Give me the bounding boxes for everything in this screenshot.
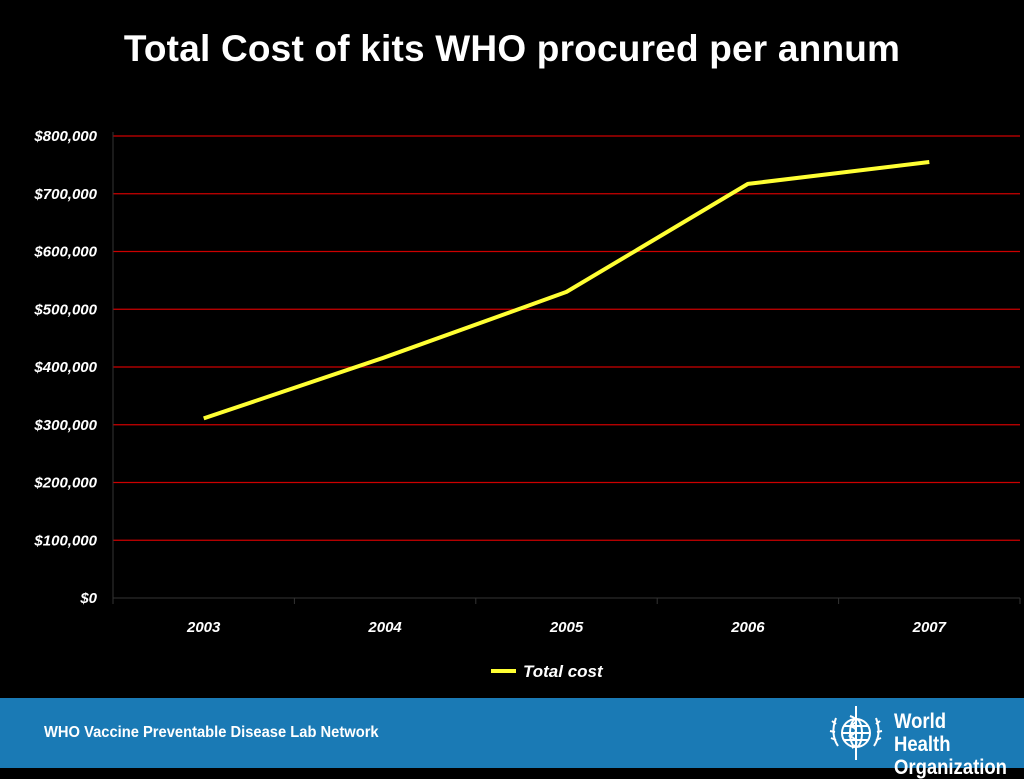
- y-tick-label: $100,000: [33, 532, 97, 549]
- x-tick-label: 2007: [912, 619, 947, 636]
- y-tick-label: $200,000: [33, 475, 97, 492]
- who-name: World Health Organization: [894, 710, 1007, 779]
- y-tick-label: $800,000: [33, 128, 97, 145]
- line-chart: $0 $100,000 $200,000 $300,000 $400,000 $500,0…: [33, 128, 1021, 681]
- x-tick-label: 2005: [549, 619, 584, 636]
- who-emblem-icon: [829, 706, 883, 760]
- y-tick-label: $500,000: [33, 301, 97, 318]
- y-tick-label: $700,000: [33, 186, 97, 203]
- y-tick-label: $600,000: [33, 244, 97, 261]
- footer-text: WHO Vaccine Preventable Disease Lab Netw…: [44, 724, 379, 741]
- y-tick-label: $300,000: [33, 417, 97, 434]
- x-tick-label: 2006: [730, 619, 765, 636]
- footer-bar: WHO Vaccine Preventable Disease Lab Netw…: [0, 698, 1024, 779]
- slide-title: Total Cost of kits WHO procured per annu…: [123, 28, 901, 69]
- who-logo: World Health Organization: [824, 702, 1014, 779]
- y-tick-label: $400,000: [33, 359, 97, 376]
- who-name-line1: World Health: [894, 710, 951, 756]
- y-tick-label: $0: [79, 590, 97, 607]
- legend-label: Total cost: [523, 662, 604, 681]
- x-tick-label: 2003: [186, 619, 221, 636]
- x-tick-label: 2004: [367, 619, 402, 636]
- series-line-total-cost: [203, 160, 930, 421]
